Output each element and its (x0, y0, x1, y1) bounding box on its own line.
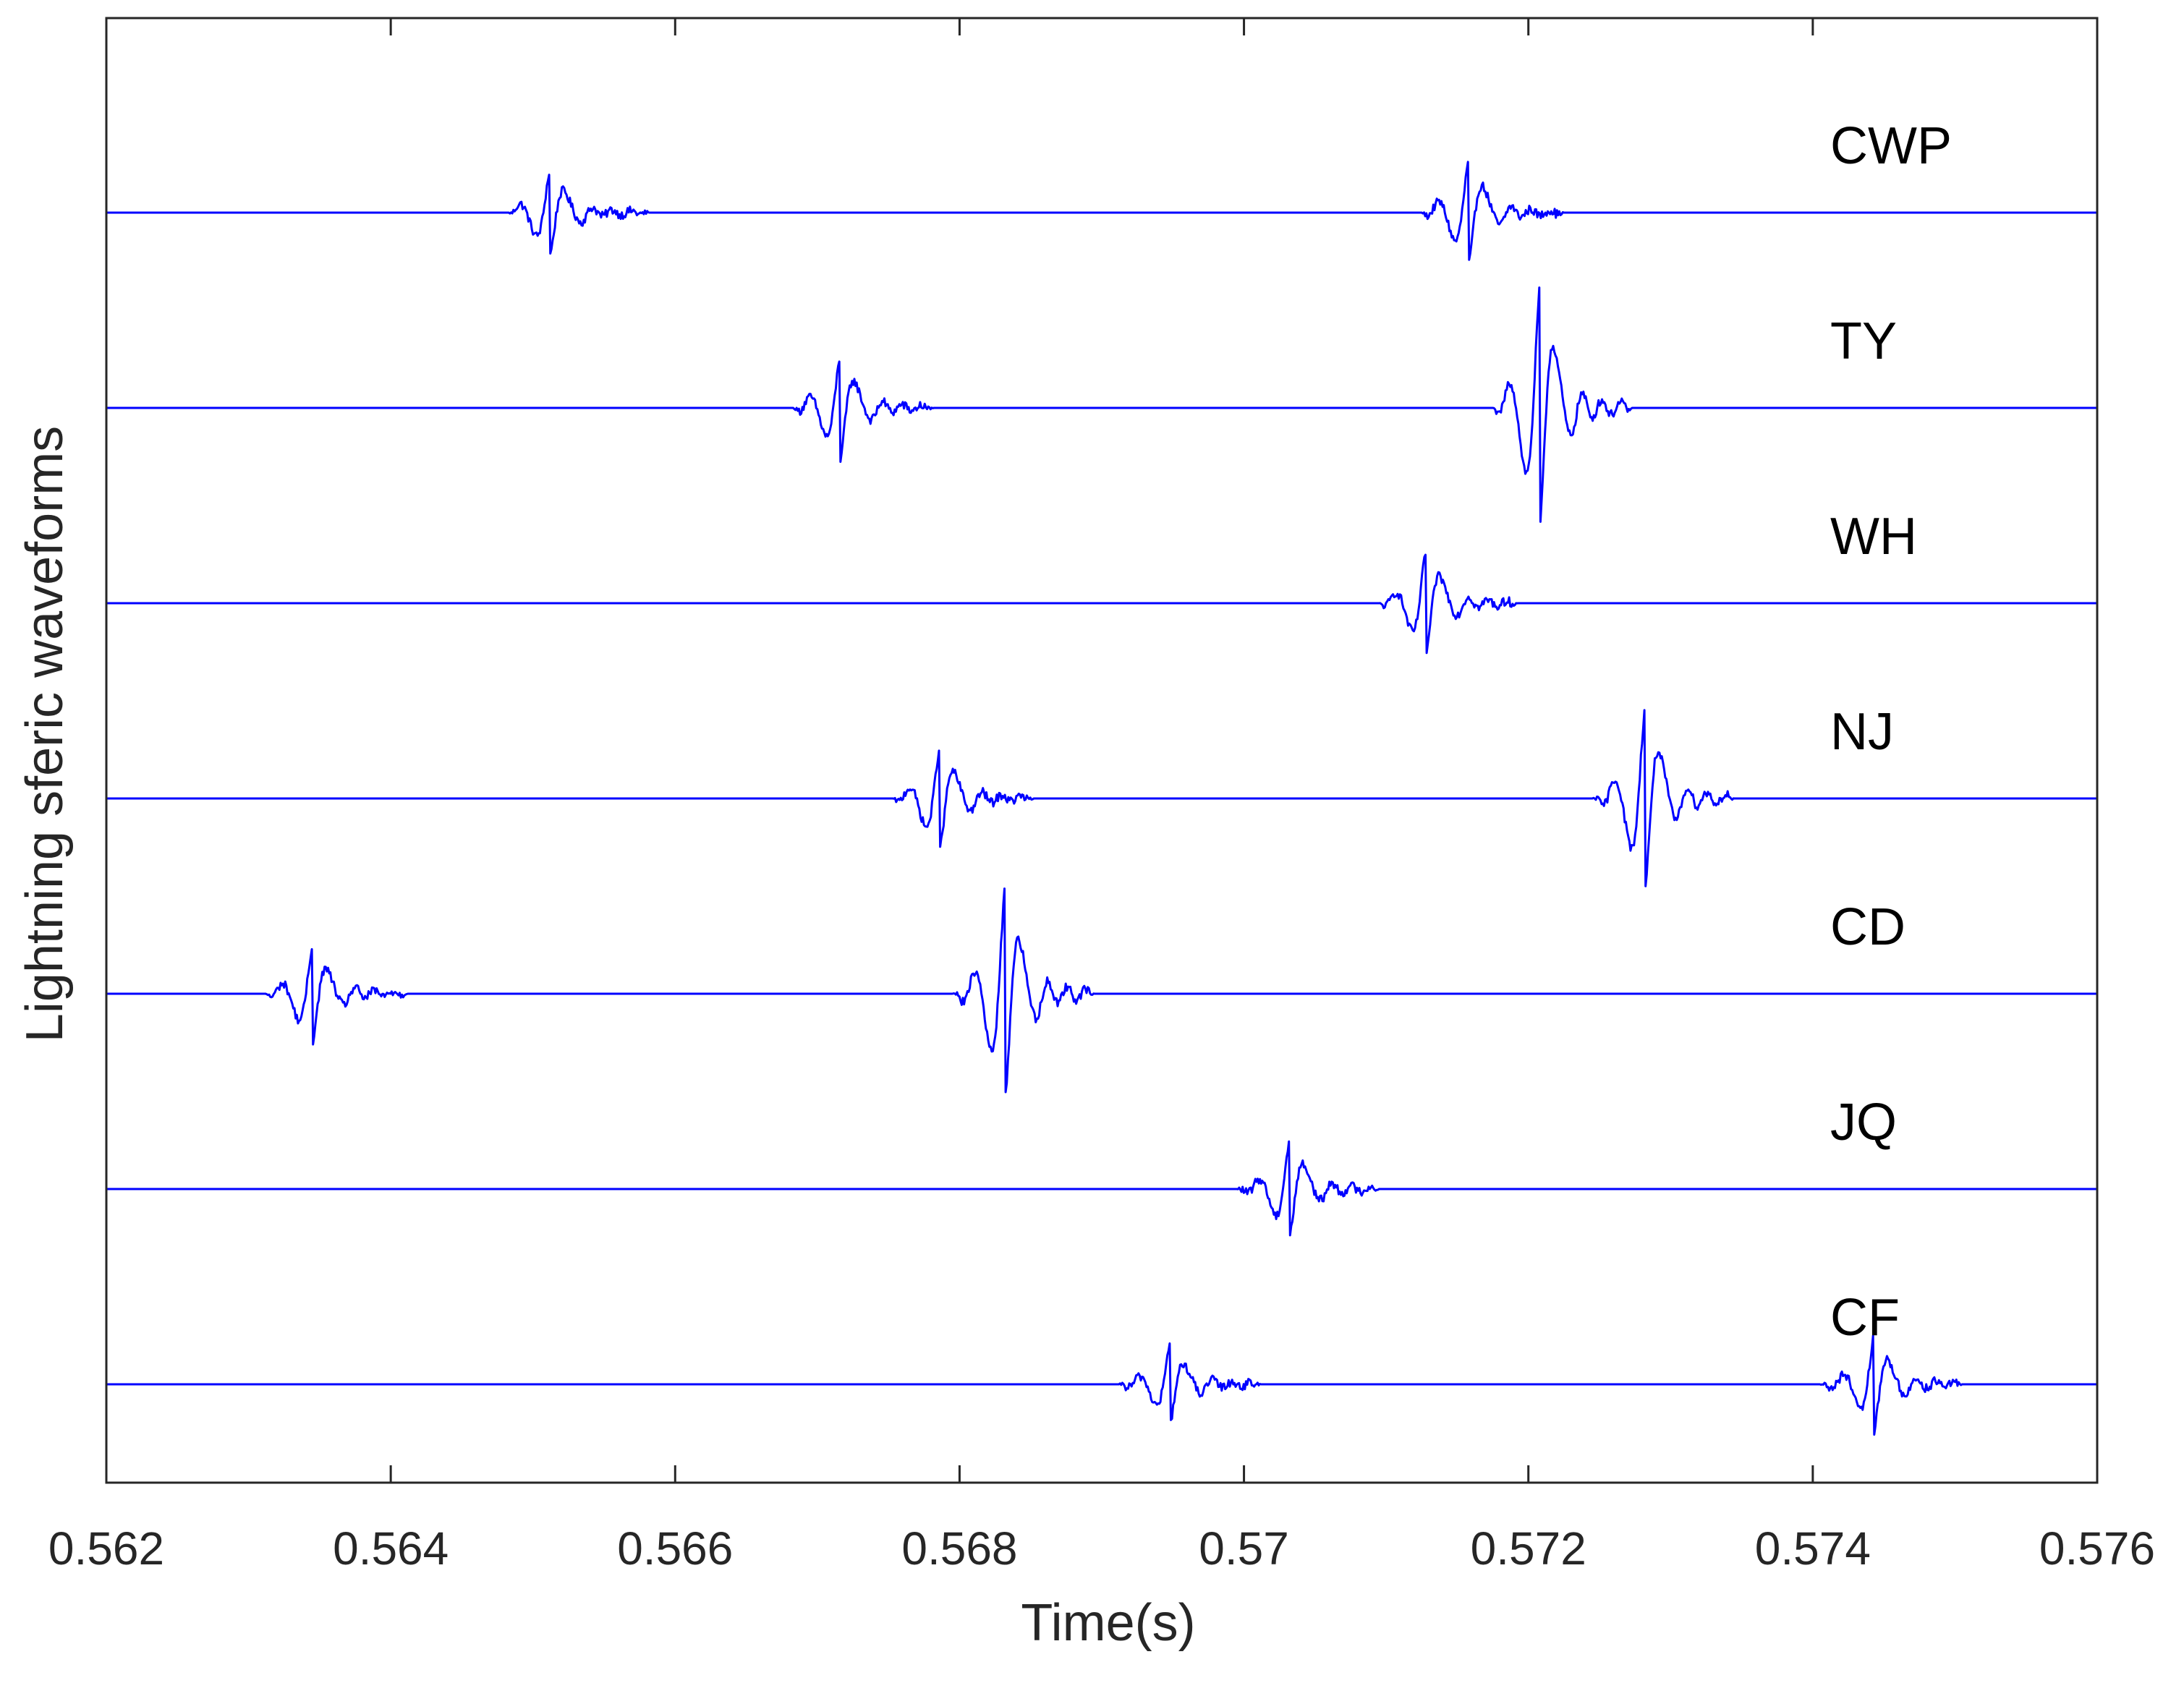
x-axis-ticks (105, 18, 2099, 1483)
x-tick-label: 0.562 (48, 1522, 164, 1575)
station-label-nj: NJ (1830, 703, 1894, 761)
x-tick-label: 0.568 (901, 1522, 1017, 1575)
x-tick-label: 0.572 (1471, 1522, 1586, 1575)
station-label-cf: CF (1830, 1289, 1900, 1347)
station-labels: CWP TY WH NJ CD JQ CF (1830, 117, 1952, 1347)
waveform-trace-wh (106, 553, 2097, 655)
x-tick-label: 0.566 (617, 1522, 733, 1575)
station-label-cd: CD (1830, 898, 1905, 956)
waveform-trace-cwp (106, 161, 2097, 261)
waveform-trace-cf (106, 1334, 2097, 1436)
waveform-traces (106, 161, 2097, 1436)
x-axis-title: Time(s) (1021, 1594, 1195, 1652)
x-tick-label: 0.574 (1755, 1522, 1871, 1575)
y-axis-title: Lightning sferic waveforms (16, 426, 74, 1042)
waveform-trace-nj (106, 709, 2097, 887)
waveform-trace-jq (106, 1140, 2097, 1237)
waveform-trace-ty (106, 286, 2097, 523)
station-label-jq: JQ (1830, 1094, 1897, 1151)
x-axis-tick-labels: 0.562 0.564 0.566 0.568 0.57 0.572 0.574 0.576 (48, 1522, 2155, 1575)
waveform-trace-cd (106, 887, 2097, 1094)
station-label-cwp: CWP (1830, 117, 1952, 175)
x-tick-label: 0.576 (2039, 1522, 2155, 1575)
x-tick-label: 0.57 (1199, 1522, 1289, 1575)
x-tick-label: 0.564 (333, 1522, 449, 1575)
plot-frame (105, 17, 2099, 1484)
station-label-ty: TY (1830, 312, 1897, 370)
station-label-wh: WH (1830, 508, 1917, 566)
